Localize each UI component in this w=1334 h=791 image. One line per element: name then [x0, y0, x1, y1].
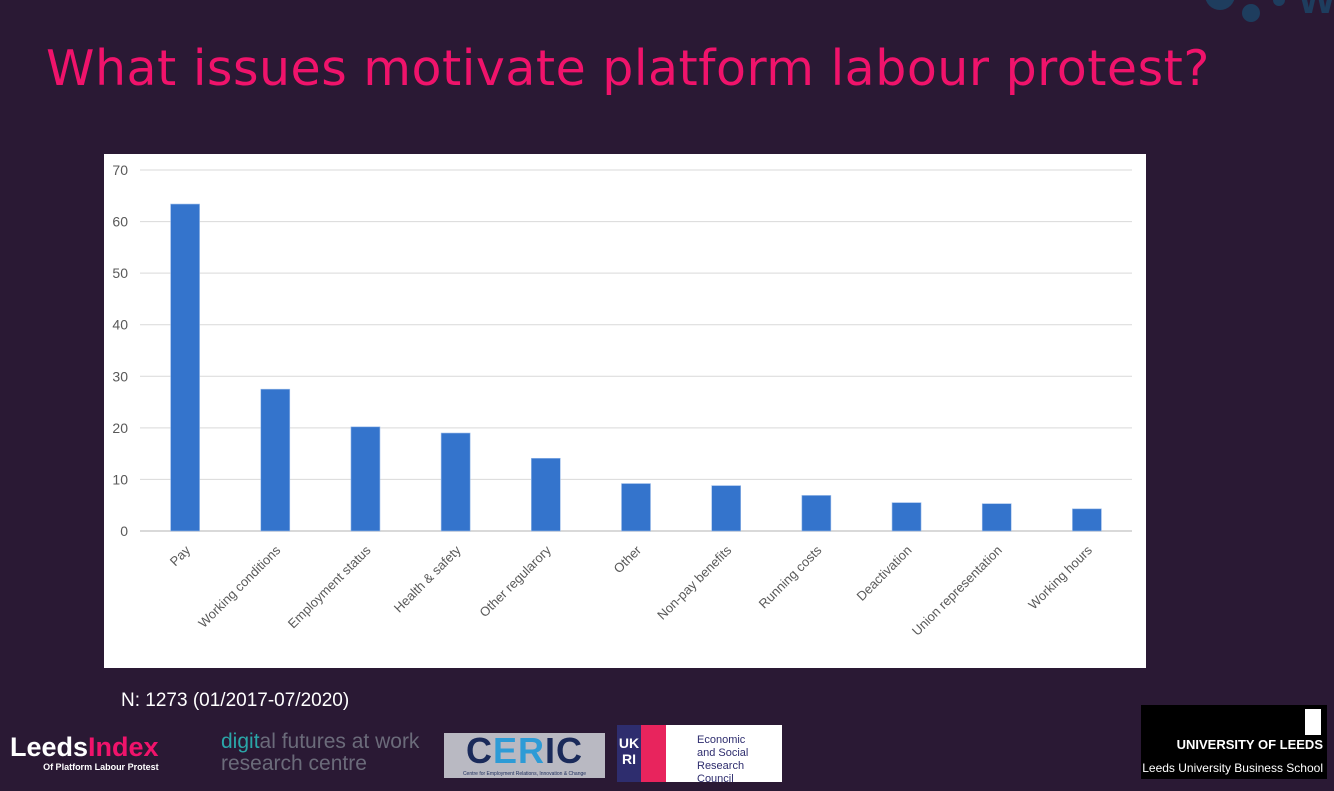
bar — [981, 503, 1012, 532]
logo-text: ER — [492, 730, 545, 771]
leeds-index-logo: LeedsIndex Of Platform Labour Protest — [10, 733, 159, 772]
logo-subtext: Leeds University Business School — [1142, 761, 1323, 775]
logo-text: UNIVERSITY OF LEEDS — [1176, 737, 1323, 752]
bar — [260, 388, 291, 532]
x-tick-label: Running costs — [756, 542, 825, 611]
bar — [891, 502, 922, 532]
bar — [801, 495, 832, 532]
logo-text: al futures at work — [259, 730, 420, 753]
bar — [350, 426, 381, 532]
logo-text: Index — [88, 732, 159, 762]
esrc-logo: UK RI Economic and Social Research Council — [617, 725, 782, 785]
logo-subtext: Centre for Employment Relations, Innovat… — [462, 771, 587, 777]
x-tick-label: Deactivation — [853, 543, 914, 604]
bar — [170, 203, 200, 532]
bar — [621, 483, 651, 532]
y-tick-label: 30 — [112, 368, 128, 384]
logo-wordmark: LeedsIndex — [10, 733, 159, 761]
x-tick-label: Working hours — [1025, 542, 1095, 612]
logo-text: Leeds — [10, 732, 89, 762]
logo-text: digit — [221, 730, 260, 753]
decor-circle — [1242, 4, 1260, 22]
digital-futures-logo: digital futures at work research centre — [221, 731, 419, 775]
logo-text: Research Council — [697, 760, 745, 785]
decor-letter: W — [1298, 0, 1334, 22]
y-tick-label: 60 — [112, 214, 128, 230]
bar-chart: 0 10 20 30 40 50 60 70 Pay Working conditions Empl… — [104, 154, 1146, 668]
x-tick-label: Working conditions — [195, 542, 283, 630]
chart-svg: 0 10 20 30 40 50 60 70 Pay Working conditions Empl… — [112, 162, 1132, 639]
x-tick-label: Union representation — [909, 543, 1005, 639]
x-tick-label: Other regularory — [476, 542, 554, 620]
bar — [711, 485, 741, 532]
x-tick-label: Employment status — [285, 542, 374, 631]
decor-circle — [1205, 0, 1235, 10]
sample-note: N: 1273 (01/2017-07/2020) — [121, 690, 350, 711]
x-tick-label: Health & safety — [391, 542, 464, 615]
tower-icon — [1305, 709, 1321, 735]
bar — [440, 432, 471, 532]
ukri-red-band — [641, 725, 666, 782]
y-tick-label: 40 — [112, 317, 128, 333]
logo-text: research centre — [221, 752, 367, 775]
bar — [531, 457, 561, 532]
ceric-logo: CERIC Centre for Employment Relations, I… — [444, 733, 605, 778]
ukri-mark: UK RI — [617, 725, 641, 782]
y-tick-label: 10 — [112, 471, 128, 487]
slide-title: What issues motivate platform labour pro… — [46, 40, 1210, 97]
logo-text: C — [465, 730, 493, 771]
decor-circle — [1273, 0, 1285, 6]
y-tick-label: 70 — [112, 162, 128, 178]
logo-subtext: Of Platform Labour Protest — [43, 762, 159, 772]
x-tick-label: Pay — [167, 542, 194, 569]
x-tick-label: Other — [611, 542, 645, 576]
y-tick-label: 0 — [120, 523, 128, 539]
logo-text: Economic — [697, 734, 746, 746]
logo-text: IC — [545, 730, 583, 771]
bar — [1072, 508, 1102, 532]
y-tick-label: 50 — [112, 265, 128, 281]
x-tick-label: Non-pay benefits — [654, 542, 734, 622]
y-tick-label: 20 — [112, 420, 128, 436]
logo-text: and Social — [697, 747, 749, 759]
university-of-leeds-logo: UNIVERSITY OF LEEDS Leeds University Bus… — [1141, 705, 1327, 779]
